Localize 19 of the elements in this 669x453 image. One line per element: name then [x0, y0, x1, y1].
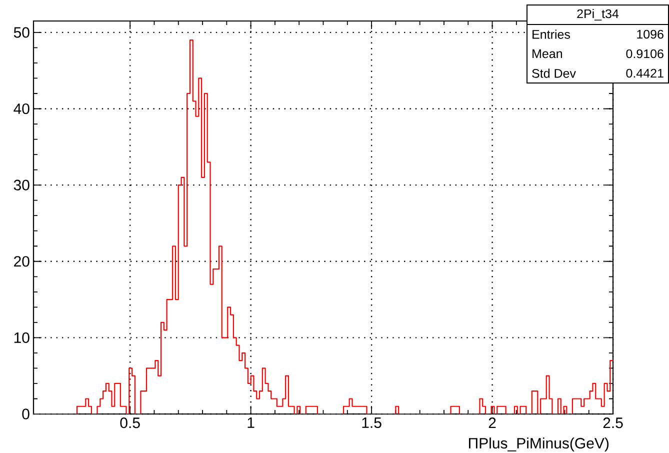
x-tick-label: 0.5 — [120, 418, 140, 428]
x-tick-label: 2 — [488, 418, 496, 428]
text: 1096 — [637, 30, 664, 39]
y-tick-label: 50 — [14, 27, 30, 38]
y-tick-label: 20 — [14, 256, 30, 267]
x-axis-title: ΠPlus_PiMinus(GeV) — [468, 438, 609, 452]
annotation: Entries — [532, 30, 570, 39]
annotation: Std Dev — [532, 68, 576, 78]
y-tick-label: 30 — [14, 180, 30, 190]
y-tick-label: 10 — [14, 332, 30, 343]
text: 0.4421 — [626, 68, 664, 78]
y-tick-label: 40 — [14, 103, 30, 114]
text: 0.9106 — [626, 49, 664, 58]
x-tick-label: 1.5 — [362, 418, 382, 428]
x-tick-label: 2.5 — [603, 418, 623, 428]
annotation: Mean — [532, 49, 562, 58]
y-tick-label: 0 — [22, 408, 30, 420]
text: 2Pi_t34 — [577, 8, 619, 21]
x-tick-label: 1 — [248, 418, 254, 428]
